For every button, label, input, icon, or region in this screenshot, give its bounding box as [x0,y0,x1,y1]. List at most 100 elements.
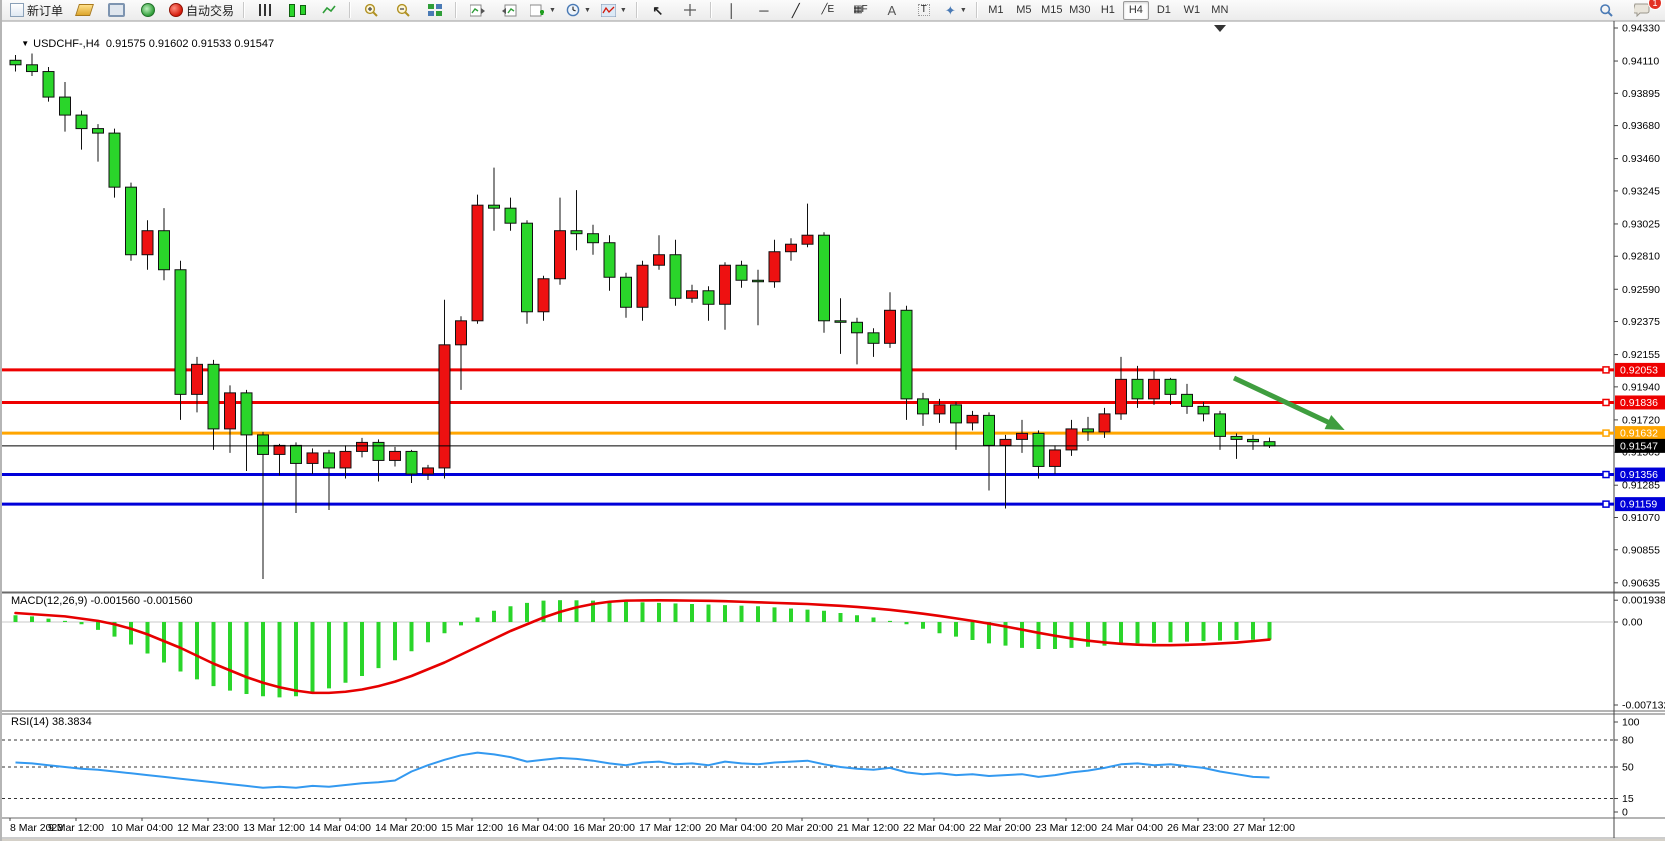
new-order-button[interactable]: 新订单 [6,0,67,20]
auto-scroll-icon[interactable] [462,0,492,20]
svg-text:0.92810: 0.92810 [1622,251,1660,263]
svg-text:12 Mar 23:00: 12 Mar 23:00 [177,822,239,834]
text-label-button[interactable]: T [909,0,939,20]
svg-text:80: 80 [1622,735,1634,747]
svg-text:16 Mar 20:00: 16 Mar 20:00 [573,822,635,834]
trend-arrow-annotation[interactable] [1232,375,1345,430]
bar-chart-type-icon[interactable] [250,0,280,20]
svg-text:9 Mar 12:00: 9 Mar 12:00 [48,822,104,834]
rsi-indicator [15,751,1270,789]
crosshair-button[interactable] [675,0,705,20]
cursor-button[interactable]: ↖ [652,2,664,18]
svg-text:0.92053: 0.92053 [1620,364,1658,376]
svg-text:0.91070: 0.91070 [1622,512,1660,524]
rsi-value: 38.3834 [51,716,92,728]
svg-text:22 Mar 20:00: 22 Mar 20:00 [969,822,1031,834]
svg-text:0.91836: 0.91836 [1620,397,1658,409]
svg-text:21 Mar 12:00: 21 Mar 12:00 [837,822,899,834]
terminal-icon[interactable] [101,0,131,20]
svg-text:0.91940: 0.91940 [1622,381,1660,393]
svg-text:0.94330: 0.94330 [1622,23,1660,35]
svg-text:0.90635: 0.90635 [1622,577,1660,589]
timeframe-d1[interactable]: D1 [1156,4,1171,16]
svg-text:26 Mar 23:00: 26 Mar 23:00 [1167,822,1229,834]
autotrade-button[interactable]: 自动交易 [165,0,238,20]
symbol-dropdown-icon[interactable]: ▼ [21,39,30,48]
svg-text:0.92155: 0.92155 [1622,349,1660,361]
svg-text:0.93025: 0.93025 [1622,218,1660,230]
timeframe-mn[interactable]: MN [1211,4,1229,16]
chart-symbol-period: USDCHF-,H4 [33,38,100,50]
timeframe-h4[interactable]: H4 [1122,0,1149,20]
tile-windows-icon[interactable] [420,0,450,20]
svg-text:0.93895: 0.93895 [1622,88,1660,100]
toolbar-separator [455,2,458,18]
horizontal-line-button[interactable]: ─ [759,2,769,18]
svg-text:0.001938: 0.001938 [1622,595,1665,607]
toolbar-separator [349,2,352,18]
vertical-line-button[interactable]: │ [727,2,736,18]
candlestick-chart-type-icon[interactable] [282,0,312,20]
profiles-button[interactable]: ▼ [562,0,595,20]
rsi-axis: 100 80 50 15 0 [1614,717,1640,819]
svg-text:15: 15 [1622,793,1634,805]
timeframe-h1[interactable]: H1 [1100,4,1115,16]
toolbar-separator [709,2,712,18]
rsi-label: RSI(14) 38.3834 [11,716,92,728]
timeframe-w1[interactable]: W1 [1183,4,1201,16]
notifications-icon[interactable]: 1 [1627,0,1662,20]
timeframe-m1[interactable]: M1 [988,4,1004,16]
window-bottom-edge [2,839,1665,841]
svg-text:0.93460: 0.93460 [1622,153,1660,165]
toolbar-right: 1 [1591,0,1663,20]
toolbar-items: 新订单 自动交易 ▼ ▼ ▼ ↖ │ ─ ╱ ╱E ▦F A T ✦ ▼ M1 M5 M15 M30 H1 H4 D1 W1… [6,0,1233,20]
svg-text:0.91285: 0.91285 [1622,480,1660,492]
signals-icon[interactable] [133,0,163,20]
svg-text:14 Mar 20:00: 14 Mar 20:00 [375,822,437,834]
macd-values: -0.001560 -0.001560 [90,595,193,607]
svg-text:14 Mar 04:00: 14 Mar 04:00 [309,822,371,834]
line-chart-type-icon[interactable] [314,0,344,20]
shapes-button[interactable]: ✦ ▼ [944,2,967,18]
templates-button[interactable]: ▼ [597,0,631,20]
macd-axis: 0.001938 0.00 -0.007132 [1614,595,1665,712]
svg-text:0.92590: 0.92590 [1622,284,1660,296]
svg-text:15 Mar 12:00: 15 Mar 12:00 [441,822,503,834]
zoom-in-icon[interactable] [356,0,386,20]
candlestick-series [9,53,1276,580]
timeframe-m30[interactable]: M30 [1069,4,1091,16]
svg-text:24 Mar 04:00: 24 Mar 04:00 [1101,822,1163,834]
new-chart-button[interactable]: ▼ [526,0,560,20]
fibonacci-button[interactable]: ╱E [821,4,835,15]
zoom-out-icon[interactable] [388,0,418,20]
chart-ohlc-values: 0.91575 0.91602 0.91533 0.91547 [105,38,275,50]
chart-shift-icon[interactable] [494,0,524,20]
timeframe-m5[interactable]: M5 [1016,4,1032,16]
market-watch-icon[interactable] [69,0,99,20]
svg-text:0: 0 [1622,807,1628,819]
svg-text:16 Mar 04:00: 16 Mar 04:00 [507,822,569,834]
macd-label: MACD(12,26,9) -0.001560 -0.001560 [11,595,193,607]
main-toolbar: 新订单 自动交易 ▼ ▼ ▼ ↖ │ ─ ╱ ╱E ▦F A T ✦ ▼ M1 M5 M15 M30 H1 H4 D1 W1… [2,0,1665,21]
svg-text:0.91632: 0.91632 [1620,428,1658,440]
horizontal-lines[interactable] [2,366,1614,508]
svg-text:0.91547: 0.91547 [1620,440,1658,452]
equidistant-channel-button[interactable]: ▦F [853,4,868,15]
svg-text:0.91720: 0.91720 [1622,414,1660,426]
timeframe-m15[interactable]: M15 [1041,4,1063,16]
pane-borders [2,20,1665,839]
search-icon[interactable] [1591,0,1621,20]
notification-badge: 1 [1648,0,1662,10]
text-button[interactable]: A [887,2,897,18]
svg-text:27 Mar 12:00: 27 Mar 12:00 [1233,822,1295,834]
trendline-button[interactable]: ╱ [791,2,800,18]
chart-title: ▼ USDCHF-,H4 0.91575 0.91602 0.91533 0.91… [9,26,274,62]
svg-text:100: 100 [1622,717,1640,729]
svg-text:0.93245: 0.93245 [1622,185,1660,197]
rsi-levels [2,739,1614,799]
price-axis: 0.94330 0.94110 0.93895 0.93680 0.93460 0.932… [1614,23,1660,589]
svg-text:10 Mar 04:00: 10 Mar 04:00 [111,822,173,834]
